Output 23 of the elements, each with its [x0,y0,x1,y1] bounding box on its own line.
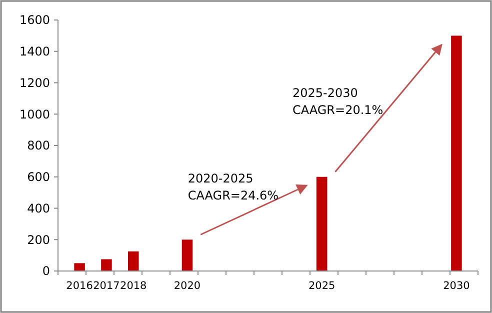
y-tick-label: 1000 [19,107,50,122]
bar [182,240,193,271]
y-tick-label: 200 [27,232,50,247]
x-tick-label: 2018 [120,280,147,292]
bar [128,251,139,271]
y-tick-label: 0 [42,264,50,278]
y-tick-label: 400 [27,201,50,216]
x-tick-label: 2016 [66,280,94,292]
bar [451,36,462,271]
y-tick-label: 600 [27,170,50,184]
bar [316,176,328,271]
bar [101,259,112,271]
y-tick-label: 1200 [19,76,50,90]
x-tick-label: 2030 [443,280,470,292]
y-tick-label: 1600 [19,13,50,28]
x-tick-label: 2025 [308,280,336,292]
y-tick-label: 800 [27,138,50,153]
y-tick-label: 1400 [19,44,50,59]
annotation: 2025-2030 CAAGR=20.1% [292,86,384,117]
x-tick-label: 2020 [174,280,201,292]
bar [74,263,85,271]
annotation: 2020-2025 CAAGR=24.6% [188,172,279,203]
x-tick-label: 2017 [93,280,120,292]
